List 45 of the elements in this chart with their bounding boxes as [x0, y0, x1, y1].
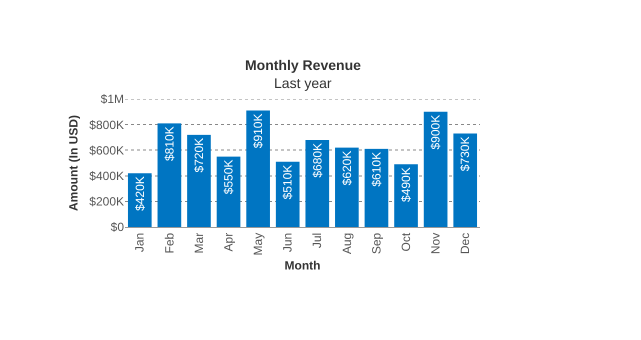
data-label: $680K [310, 142, 324, 178]
x-tick-label: Aug [340, 232, 354, 254]
x-tick-label: Jun [280, 232, 295, 252]
y-tick-label: $800K [89, 118, 124, 132]
chart-title: Monthly Revenue [245, 57, 362, 73]
data-label: $610K [369, 152, 384, 187]
bar [187, 134, 211, 227]
y-tick-label: $600K [89, 143, 124, 158]
bar [216, 156, 240, 227]
x-axis-title: Month [284, 258, 320, 272]
bar [158, 123, 182, 227]
bar [424, 112, 448, 227]
x-tick-label: Feb [162, 232, 176, 254]
bar [335, 148, 359, 227]
data-label: $810K [162, 126, 176, 162]
bar [453, 134, 478, 227]
data-label: $510K [280, 164, 295, 200]
bar [276, 162, 300, 227]
chart-subtitle: Last year [274, 75, 332, 91]
data-label: $730K [458, 136, 472, 172]
y-axis-title: Amount (In USD) [66, 115, 81, 211]
bar [394, 164, 418, 227]
y-tick-label: $400K [89, 169, 124, 183]
data-label: $550K [222, 160, 236, 194]
x-tick-label: Jan [132, 232, 147, 252]
x-tick-label: Apr [221, 232, 236, 252]
bar [364, 148, 388, 227]
y-tick-label: $0 [110, 220, 124, 234]
bar [246, 110, 270, 227]
bar [305, 140, 330, 227]
data-label: $910K [251, 114, 266, 148]
x-tick-label: May [251, 232, 266, 256]
data-label: $900K [428, 114, 443, 150]
x-tick-label: Mar [192, 232, 206, 254]
data-label: $420K [132, 176, 147, 211]
data-label: $490K [399, 167, 414, 202]
data-label: $620K [340, 150, 354, 186]
x-tick-label: Sep [369, 232, 384, 254]
y-tick-label: $1M [100, 92, 124, 106]
x-tick-label: Oct [398, 232, 413, 252]
x-tick-label: Dec [458, 232, 472, 254]
data-label: $720K [192, 138, 206, 173]
x-tick-label: Jul [310, 232, 324, 248]
x-tick-label: Nov [428, 232, 443, 254]
y-tick-label: $200K [89, 194, 124, 209]
